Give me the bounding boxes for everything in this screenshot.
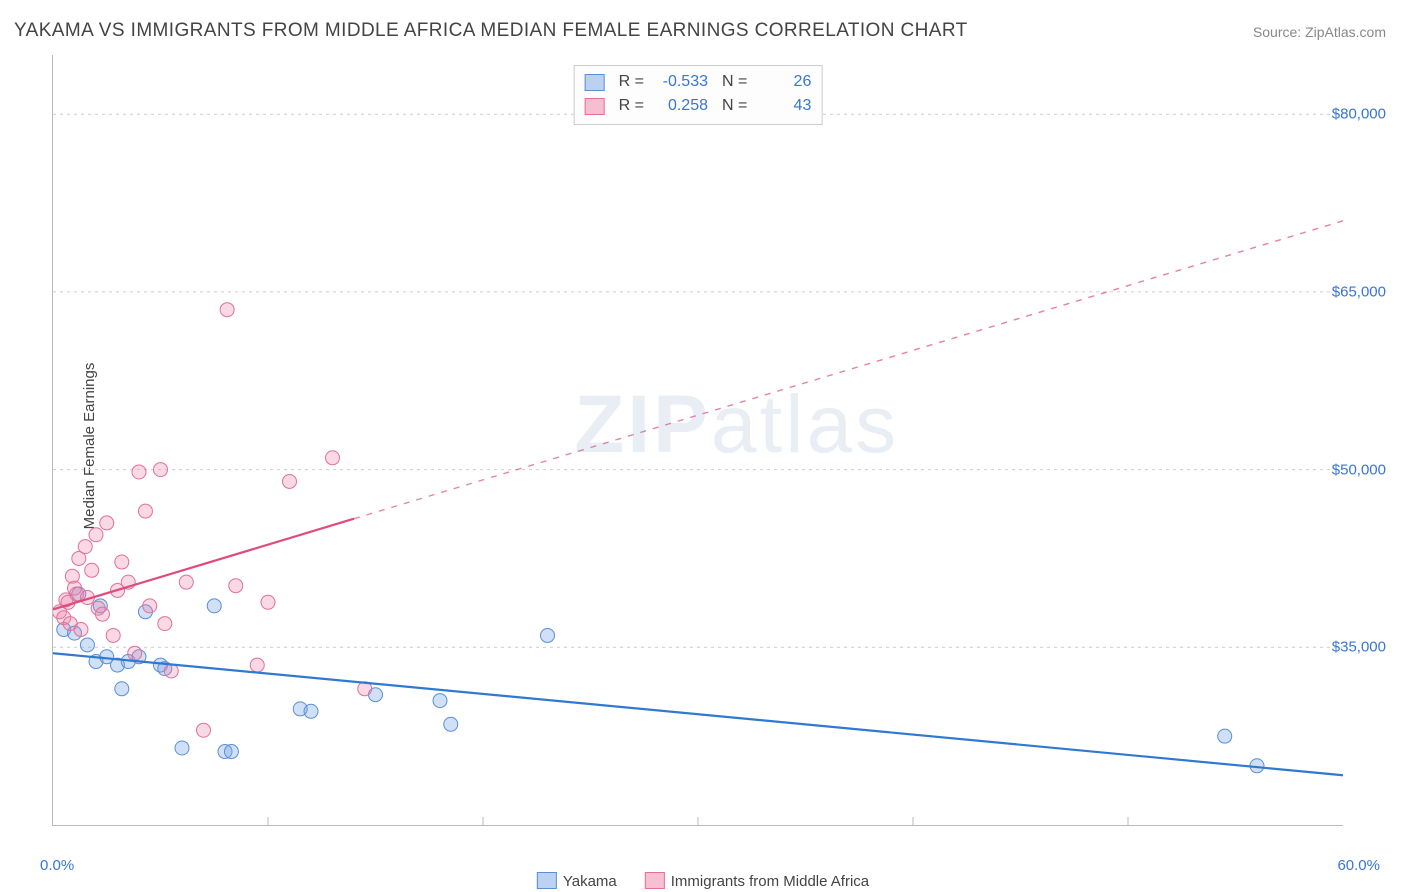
chart-title: YAKAMA VS IMMIGRANTS FROM MIDDLE AFRICA … (14, 20, 968, 42)
legend-item-yakama: Yakama (537, 872, 617, 890)
legend-label-yakama: Yakama (563, 873, 617, 890)
r-value-yakama: -0.533 (652, 70, 708, 94)
n-label: N = (722, 94, 747, 118)
y-tick-label: $80,000 (1332, 106, 1386, 123)
y-tick-label: $50,000 (1332, 461, 1386, 478)
source-label: Source: (1253, 24, 1305, 40)
legend-item-africa: Immigrants from Middle Africa (645, 872, 869, 890)
y-tick-label: $35,000 (1332, 639, 1386, 656)
series-legend: Yakama Immigrants from Middle Africa (537, 872, 869, 890)
n-value-africa: 43 (755, 94, 811, 118)
stats-row-africa: R = 0.258 N = 43 (585, 94, 812, 118)
swatch-africa (645, 872, 665, 889)
source-name: ZipAtlas.com (1305, 24, 1386, 40)
source-attribution: Source: ZipAtlas.com (1253, 24, 1386, 40)
n-value-yakama: 26 (755, 70, 811, 94)
swatch-yakama (537, 872, 557, 889)
swatch-africa (585, 98, 605, 115)
stats-row-yakama: R = -0.533 N = 26 (585, 70, 812, 94)
plot-svg (53, 55, 1343, 825)
chart-container: YAKAMA VS IMMIGRANTS FROM MIDDLE AFRICA … (0, 0, 1406, 892)
stats-legend-box: R = -0.533 N = 26 R = 0.258 N = 43 (574, 65, 823, 125)
r-label: R = (619, 94, 644, 118)
n-label: N = (722, 70, 747, 94)
r-value-africa: 0.258 (652, 94, 708, 118)
r-label: R = (619, 70, 644, 94)
x-axis-min-label: 0.0% (40, 857, 74, 874)
legend-label-africa: Immigrants from Middle Africa (671, 873, 869, 890)
x-axis-max-label: 60.0% (1337, 857, 1380, 874)
y-tick-label: $65,000 (1332, 283, 1386, 300)
plot-area: ZIPatlas R = -0.533 N = 26 R = 0.258 N =… (52, 55, 1343, 826)
swatch-yakama (585, 74, 605, 91)
